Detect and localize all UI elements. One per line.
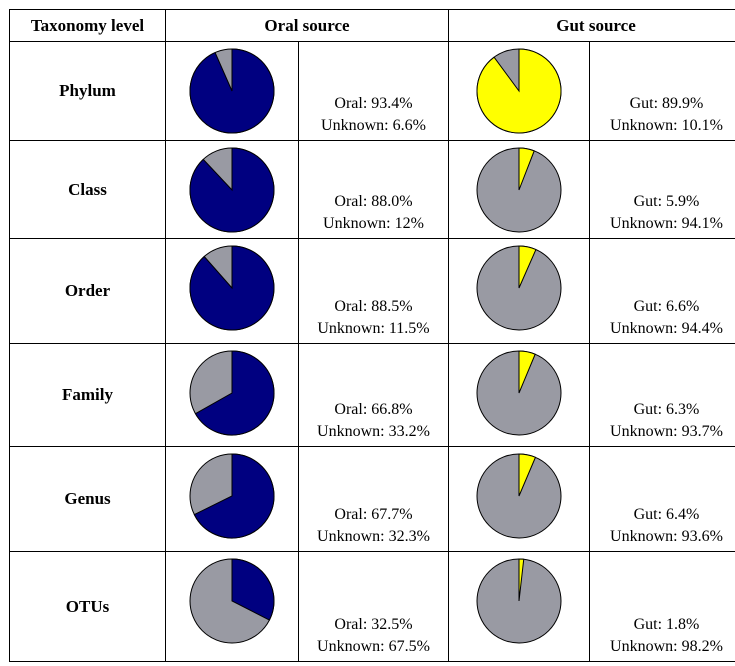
gut-pie-phylum bbox=[476, 48, 562, 134]
gut-pie-cell bbox=[448, 551, 590, 662]
oral-unknown-label: Unknown: 67.5% bbox=[317, 638, 430, 655]
taxonomy-level-label: Phylum bbox=[9, 41, 166, 141]
taxonomy-pie-table: Taxonomy level Oral source Gut source Ph… bbox=[9, 9, 735, 662]
taxonomy-level-label: Family bbox=[9, 343, 166, 447]
oral-slice bbox=[189, 147, 275, 233]
gut-percent-cell: Gut: 6.6% Unknown: 94.4% bbox=[589, 238, 735, 344]
gut-percent-label: Gut: 5.9% bbox=[633, 193, 700, 210]
gut-pie-cell bbox=[448, 238, 590, 344]
oral-percent-cell: Oral: 32.5% Unknown: 67.5% bbox=[298, 551, 449, 662]
gut-slice bbox=[518, 147, 535, 191]
taxonomy-level-label: OTUs bbox=[9, 551, 166, 662]
table-row: Family Oral: 66.8% Unknown: 33.2% Gut: 6.3%… bbox=[9, 343, 735, 447]
gut-slice bbox=[518, 453, 537, 497]
oral-pie-genus bbox=[189, 453, 275, 539]
oral-slice bbox=[189, 48, 275, 134]
gut-unknown-label: Unknown: 94.4% bbox=[610, 320, 723, 337]
header-taxonomy-level: Taxonomy level bbox=[9, 9, 166, 42]
oral-percent-cell: Oral: 67.7% Unknown: 32.3% bbox=[298, 446, 449, 552]
oral-slice bbox=[194, 350, 275, 436]
gut-slice bbox=[518, 558, 525, 602]
gut-unknown-label: Unknown: 94.1% bbox=[610, 215, 723, 232]
gut-percent-cell: Gut: 6.3% Unknown: 93.7% bbox=[589, 343, 735, 447]
oral-pie-class bbox=[189, 147, 275, 233]
gut-unknown-label: Unknown: 93.7% bbox=[610, 423, 723, 440]
oral-percent-cell: Oral: 88.5% Unknown: 11.5% bbox=[298, 238, 449, 344]
table-row: Phylum Oral: 93.4% Unknown: 6.6% Gut: 89.9%… bbox=[9, 41, 735, 141]
gut-percent-label: Gut: 6.6% bbox=[633, 298, 700, 315]
oral-unknown-label: Unknown: 6.6% bbox=[321, 117, 426, 134]
oral-pie-cell bbox=[165, 238, 299, 344]
gut-pie-order bbox=[476, 245, 562, 331]
oral-percent-cell: Oral: 66.8% Unknown: 33.2% bbox=[298, 343, 449, 447]
table-row: Class Oral: 88.0% Unknown: 12% Gut: 5.9% Unk… bbox=[9, 140, 735, 239]
oral-slice bbox=[189, 245, 275, 331]
oral-percent-label: Oral: 67.7% bbox=[334, 506, 413, 523]
header-row: Taxonomy level Oral source Gut source bbox=[9, 9, 735, 42]
oral-percent-label: Oral: 88.5% bbox=[334, 298, 413, 315]
oral-slice bbox=[193, 453, 275, 539]
gut-slice bbox=[518, 350, 536, 394]
oral-percent-label: Oral: 93.4% bbox=[334, 95, 413, 112]
oral-pie-cell bbox=[165, 41, 299, 141]
oral-percent-label: Oral: 88.0% bbox=[334, 193, 413, 210]
taxonomy-level-label: Genus bbox=[9, 446, 166, 552]
gut-unknown-label: Unknown: 98.2% bbox=[610, 638, 723, 655]
table-row: OTUs Oral: 32.5% Unknown: 67.5% Gut: 1.8% Un… bbox=[9, 551, 735, 662]
gut-slice bbox=[518, 245, 537, 289]
gut-pie-cell bbox=[448, 343, 590, 447]
oral-percent-cell: Oral: 88.0% Unknown: 12% bbox=[298, 140, 449, 239]
header-gut-source: Gut source bbox=[448, 9, 735, 42]
header-oral-source: Oral source bbox=[165, 9, 449, 42]
oral-pie-cell bbox=[165, 140, 299, 239]
gut-pie-class bbox=[476, 147, 562, 233]
gut-pie-cell bbox=[448, 446, 590, 552]
table-row: Order Oral: 88.5% Unknown: 11.5% Gut: 6.6% U… bbox=[9, 238, 735, 344]
gut-percent-label: Gut: 89.9% bbox=[629, 95, 704, 112]
oral-unknown-label: Unknown: 33.2% bbox=[317, 423, 430, 440]
gut-pie-cell bbox=[448, 41, 590, 141]
gut-unknown-label: Unknown: 10.1% bbox=[610, 117, 723, 134]
oral-percent-label: Oral: 66.8% bbox=[334, 401, 413, 418]
oral-percent-cell: Oral: 93.4% Unknown: 6.6% bbox=[298, 41, 449, 141]
oral-pie-cell bbox=[165, 343, 299, 447]
gut-slice bbox=[476, 48, 562, 134]
gut-pie-cell bbox=[448, 140, 590, 239]
gut-pie-otus bbox=[476, 558, 562, 644]
oral-pie-cell bbox=[165, 551, 299, 662]
gut-percent-cell: Gut: 89.9% Unknown: 10.1% bbox=[589, 41, 735, 141]
gut-percent-label: Gut: 6.4% bbox=[633, 506, 700, 523]
oral-pie-phylum bbox=[189, 48, 275, 134]
gut-percent-cell: Gut: 5.9% Unknown: 94.1% bbox=[589, 140, 735, 239]
gut-percent-label: Gut: 1.8% bbox=[633, 616, 700, 633]
oral-unknown-label: Unknown: 12% bbox=[323, 215, 424, 232]
gut-unknown-label: Unknown: 93.6% bbox=[610, 528, 723, 545]
table-row: Genus Oral: 67.7% Unknown: 32.3% Gut: 6.4% U… bbox=[9, 446, 735, 552]
oral-pie-otus bbox=[189, 558, 275, 644]
oral-unknown-label: Unknown: 11.5% bbox=[317, 320, 430, 337]
oral-slice bbox=[231, 558, 275, 621]
gut-percent-cell: Gut: 6.4% Unknown: 93.6% bbox=[589, 446, 735, 552]
gut-percent-label: Gut: 6.3% bbox=[633, 401, 700, 418]
gut-pie-family bbox=[476, 350, 562, 436]
oral-pie-cell bbox=[165, 446, 299, 552]
oral-unknown-label: Unknown: 32.3% bbox=[317, 528, 430, 545]
taxonomy-level-label: Class bbox=[9, 140, 166, 239]
oral-pie-family bbox=[189, 350, 275, 436]
oral-percent-label: Oral: 32.5% bbox=[334, 616, 413, 633]
taxonomy-level-label: Order bbox=[9, 238, 166, 344]
oral-pie-order bbox=[189, 245, 275, 331]
gut-pie-genus bbox=[476, 453, 562, 539]
gut-percent-cell: Gut: 1.8% Unknown: 98.2% bbox=[589, 551, 735, 662]
